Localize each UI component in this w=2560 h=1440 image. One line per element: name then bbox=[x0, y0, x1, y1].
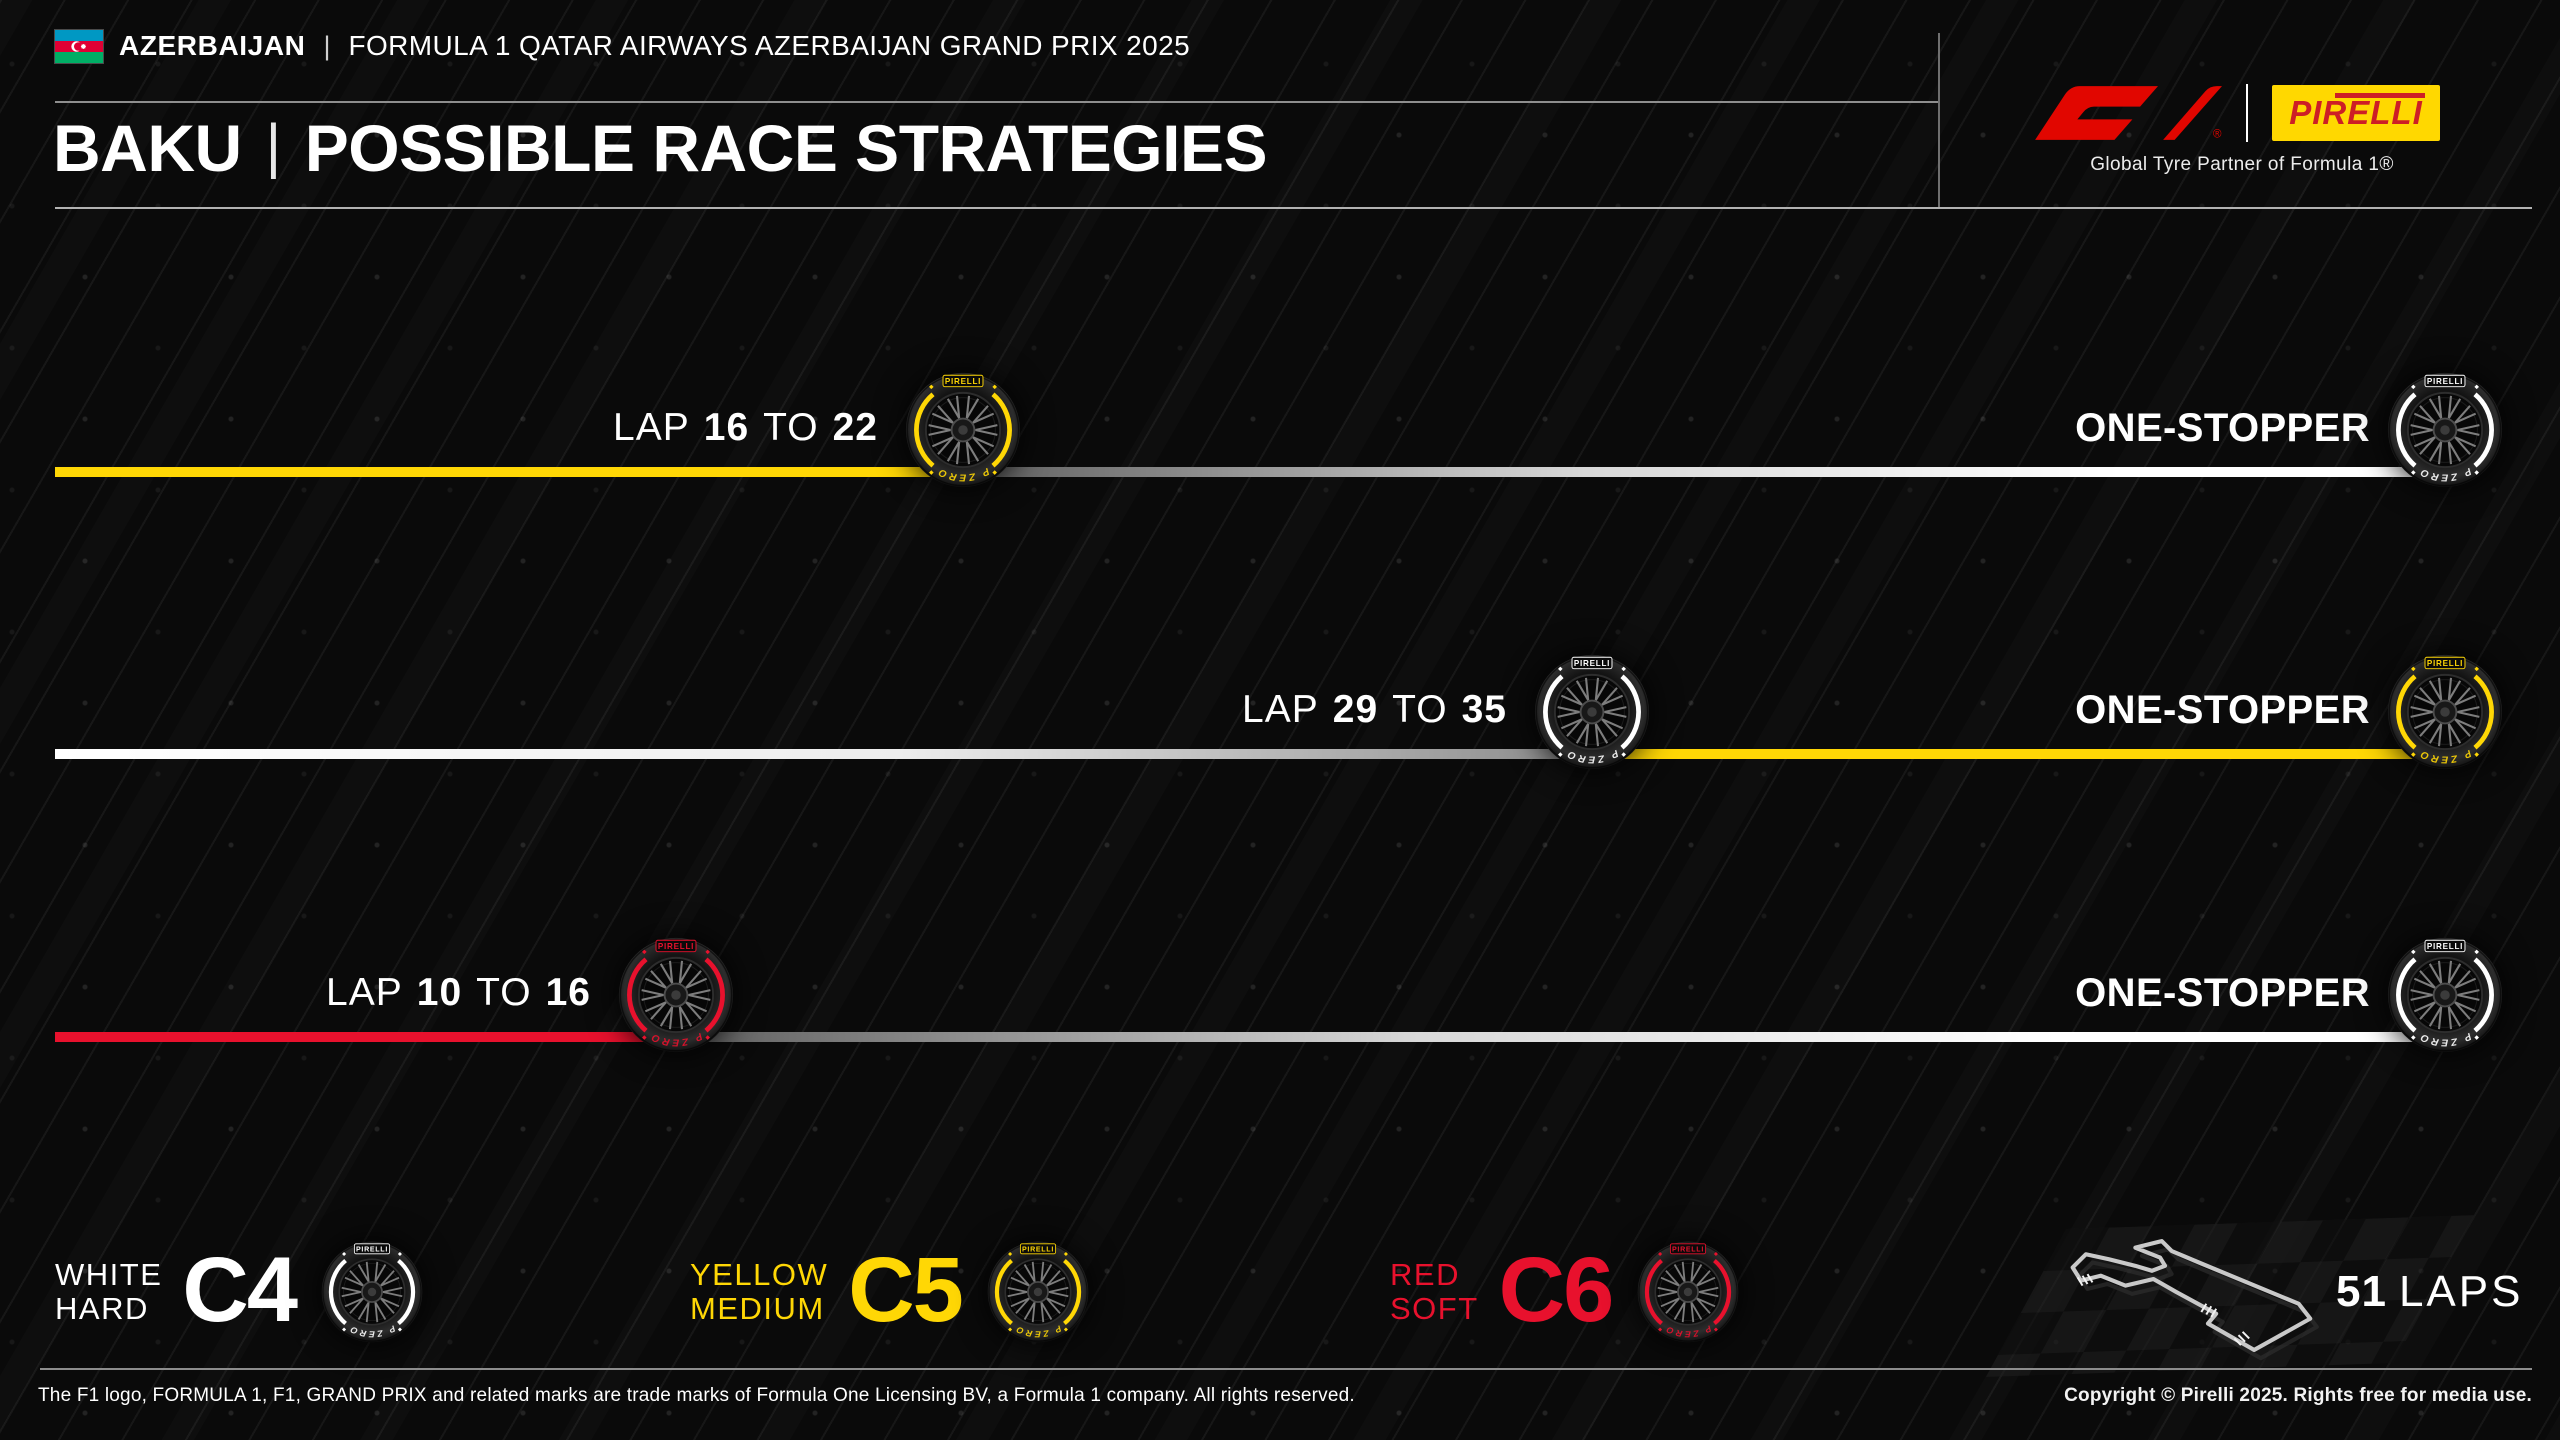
from-lap: 10 bbox=[416, 971, 463, 1014]
svg-text:PIRELLI: PIRELLI bbox=[1672, 1246, 1704, 1254]
baku-circuit-map-icon bbox=[2070, 1239, 2319, 1361]
footer-trademark-text: The F1 logo, FORMULA 1, F1, GRAND PRIX a… bbox=[38, 1385, 1355, 1406]
to-word: TO bbox=[1392, 688, 1448, 731]
tyre-icon-hard: PIRELLI P ZERO bbox=[2386, 936, 2504, 1054]
event-title: FORMULA 1 QATAR AIRWAYS AZERBAIJAN GRAND… bbox=[348, 30, 1191, 61]
footer-copyright-text: Copyright © Pirelli 2025. Rights free fo… bbox=[2064, 1385, 2532, 1406]
compound-color-word: RED bbox=[1390, 1257, 1460, 1292]
svg-text:PIRELLI: PIRELLI bbox=[1022, 1246, 1054, 1254]
svg-text:PIRELLI: PIRELLI bbox=[2427, 942, 2463, 951]
to-word: TO bbox=[763, 406, 819, 449]
partner-caption: Global Tyre Partner of Formula 1® bbox=[2090, 154, 2394, 175]
tyre-icon-soft: PIRELLI P ZERO bbox=[1636, 1240, 1740, 1344]
compound-words: YELLOW MEDIUM bbox=[690, 1258, 828, 1326]
logo-separator-rule bbox=[1938, 33, 1940, 209]
tyre-icon-medium: PIRELLI P ZERO bbox=[904, 371, 1022, 489]
legend-soft: RED SOFT C6 PIRELLI P ZERO bbox=[1390, 1238, 1740, 1346]
page-title-divider: | bbox=[265, 112, 282, 179]
stint-line-first bbox=[55, 749, 1592, 759]
stint-line-second bbox=[676, 1032, 2445, 1042]
legend-hard: WHITE HARD C4 PIRELLI P ZERO bbox=[55, 1238, 424, 1346]
tyre-icon-medium: PIRELLI P ZERO bbox=[2386, 653, 2504, 771]
tyre-icon-hard: PIRELLI P ZERO bbox=[1533, 653, 1651, 771]
laps-count: 51 bbox=[2336, 1267, 2387, 1316]
pirelli-logo-text: PIRELLI bbox=[2289, 93, 2425, 131]
svg-text:®: ® bbox=[2213, 128, 2222, 140]
header-divider: | bbox=[323, 30, 331, 61]
pit-window-label: LAP 16 TO 22 bbox=[606, 405, 885, 451]
country-label: AZERBAIJAN bbox=[119, 30, 306, 61]
race-length: 51 LAPS bbox=[2336, 1267, 2523, 1317]
to-lap: 22 bbox=[832, 406, 878, 449]
svg-text:PIRELLI: PIRELLI bbox=[2427, 377, 2463, 386]
stint-line-second bbox=[1592, 749, 2445, 759]
stint-line-first bbox=[55, 1032, 676, 1042]
tyre-icon-hard: PIRELLI P ZERO bbox=[320, 1240, 424, 1344]
compound-type-word: SOFT bbox=[1390, 1291, 1479, 1326]
compound-code: C4 bbox=[182, 1239, 298, 1341]
f1-logo: ® bbox=[2035, 86, 2222, 140]
azerbaijan-flag-icon bbox=[54, 28, 104, 64]
pit-window-label: LAP 10 TO 16 bbox=[319, 970, 598, 1016]
page-title: BAKU | POSSIBLE RACE STRATEGIES bbox=[53, 110, 1268, 186]
pirelli-logo: PIRELLI bbox=[2272, 85, 2440, 141]
header-rule bbox=[55, 101, 1938, 103]
title-rule bbox=[55, 207, 2532, 209]
strategy-type-label: ONE-STOPPER bbox=[2075, 971, 2370, 1015]
lap-word: LAP bbox=[326, 971, 403, 1014]
event-header: AZERBAIJAN | FORMULA 1 QATAR AIRWAYS AZE… bbox=[54, 28, 1191, 64]
svg-text:PIRELLI: PIRELLI bbox=[1574, 659, 1610, 668]
to-lap: 16 bbox=[545, 971, 591, 1014]
pit-window-label: LAP 29 TO 35 bbox=[1235, 687, 1514, 733]
stint-line-second bbox=[963, 467, 2445, 477]
tyre-icon-medium: PIRELLI P ZERO bbox=[986, 1240, 1090, 1344]
logo-divider bbox=[2246, 84, 2248, 142]
footer-rule bbox=[40, 1368, 2532, 1370]
svg-text:PIRELLI: PIRELLI bbox=[658, 942, 694, 951]
lap-word: LAP bbox=[1242, 688, 1319, 731]
compound-words: RED SOFT bbox=[1390, 1258, 1479, 1326]
to-lap: 35 bbox=[1461, 688, 1507, 731]
compound-code: C5 bbox=[848, 1239, 964, 1341]
compound-code: C6 bbox=[1498, 1239, 1615, 1341]
compound-type-word: HARD bbox=[55, 1291, 149, 1326]
page-title-subject: POSSIBLE RACE STRATEGIES bbox=[304, 111, 1268, 185]
compound-color-word: YELLOW bbox=[690, 1257, 829, 1292]
tyre-icon-hard: PIRELLI P ZERO bbox=[2386, 371, 2504, 489]
laps-word: LAPS bbox=[2398, 1267, 2524, 1316]
compound-words: WHITE HARD bbox=[55, 1258, 162, 1326]
compound-color-word: WHITE bbox=[55, 1257, 163, 1292]
compound-type-word: MEDIUM bbox=[690, 1291, 825, 1326]
lap-word: LAP bbox=[613, 406, 690, 449]
tyre-icon-soft: PIRELLI P ZERO bbox=[617, 936, 735, 1054]
svg-text:PIRELLI: PIRELLI bbox=[356, 1246, 388, 1254]
to-word: TO bbox=[476, 971, 532, 1014]
strategy-type-label: ONE-STOPPER bbox=[2075, 406, 2370, 450]
svg-text:PIRELLI: PIRELLI bbox=[2427, 659, 2463, 668]
legend-medium: YELLOW MEDIUM C5 PIRELLI P ZERO bbox=[690, 1238, 1090, 1346]
from-lap: 16 bbox=[703, 406, 750, 449]
stint-line-first bbox=[55, 467, 963, 477]
svg-text:PIRELLI: PIRELLI bbox=[945, 377, 981, 386]
page-title-location: BAKU bbox=[53, 111, 242, 185]
strategy-type-label: ONE-STOPPER bbox=[2075, 688, 2370, 732]
partner-logos: ® PIRELLI bbox=[2030, 84, 2440, 142]
from-lap: 29 bbox=[1332, 688, 1379, 731]
